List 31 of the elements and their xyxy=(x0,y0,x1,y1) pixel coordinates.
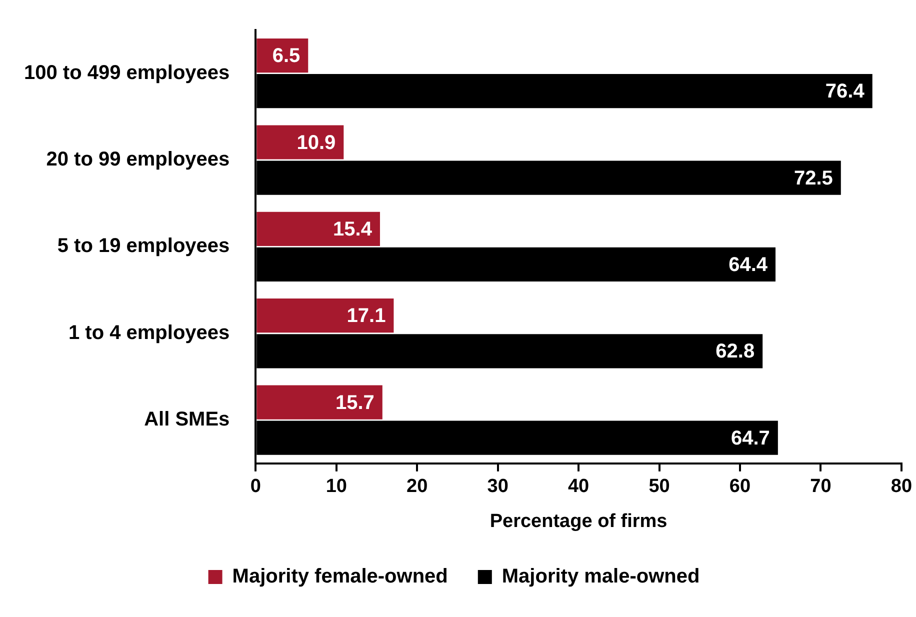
x-tick-label: 30 xyxy=(487,476,508,498)
x-tick-label: 0 xyxy=(250,476,261,498)
y-tick-label: 1 to 4 employees xyxy=(68,322,230,344)
x-axis-title: Percentage of firms xyxy=(490,510,668,532)
bar xyxy=(256,125,344,160)
bar xyxy=(256,212,380,246)
bar xyxy=(256,298,394,333)
data-label: 64.4 xyxy=(728,254,768,276)
data-label: 6.5 xyxy=(272,45,300,68)
y-tick-label: All SMEs xyxy=(144,408,230,431)
y-tick-label: 5 to 19 employees xyxy=(57,235,230,258)
data-label: 17.1 xyxy=(346,305,386,328)
y-tick-label: 100 to 499 employees xyxy=(24,62,230,84)
x-tick-label: 80 xyxy=(890,476,912,498)
x-tick-label: 20 xyxy=(406,476,428,498)
bar xyxy=(256,385,382,420)
legend-label: Majority female-owned xyxy=(232,566,448,588)
x-tick-label: 70 xyxy=(810,476,832,498)
data-label: 15.4 xyxy=(333,218,373,240)
legend-label: Majority male-owned xyxy=(502,566,700,588)
x-tick-label: 40 xyxy=(568,476,590,498)
data-label: 64.7 xyxy=(730,427,770,450)
data-label: 72.5 xyxy=(794,167,833,190)
data-label: 15.7 xyxy=(335,392,374,414)
y-tick-label: 20 to 99 employees xyxy=(46,148,230,171)
x-tick-label: 50 xyxy=(648,476,670,498)
data-label: 62.8 xyxy=(716,340,755,363)
x-tick-label: 10 xyxy=(326,476,347,498)
data-label: 10.9 xyxy=(296,132,336,154)
x-tick-label: 60 xyxy=(729,476,751,498)
data-label: 76.4 xyxy=(825,80,866,103)
